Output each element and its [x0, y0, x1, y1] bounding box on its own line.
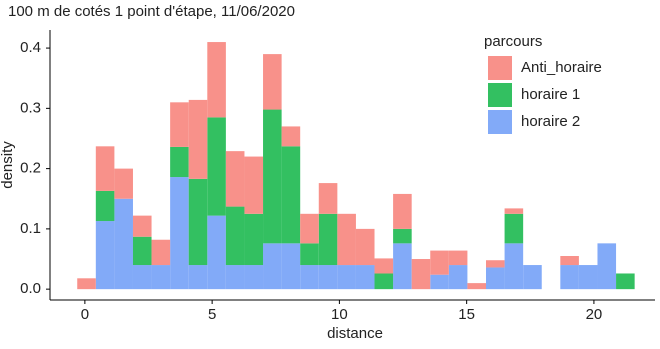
bar: [448, 250, 468, 266]
bar: [393, 228, 412, 244]
y-tick-label: 0.1: [20, 220, 41, 237]
bar: [597, 243, 617, 290]
bar: [263, 109, 282, 244]
bar: [114, 198, 133, 290]
bar: [170, 177, 189, 290]
bar: [244, 213, 264, 266]
bar: [318, 213, 338, 266]
x-tick-label: 20: [586, 306, 603, 323]
x-tick-label: 0: [81, 306, 89, 323]
bar: [448, 265, 468, 290]
legend-label: Anti_horaire: [521, 59, 602, 76]
bar: [504, 243, 524, 290]
bar: [355, 228, 375, 266]
bar: [578, 265, 598, 290]
bar: [95, 146, 115, 191]
bar: [188, 178, 208, 266]
x-tick-label: 5: [208, 306, 216, 323]
bar: [504, 213, 524, 244]
bar: [132, 265, 152, 290]
legend-label: horaire 1: [521, 86, 580, 103]
bar: [132, 215, 152, 237]
legend-swatch: [488, 83, 512, 107]
bar: [560, 256, 579, 266]
bar: [616, 273, 635, 290]
bar: [188, 265, 208, 290]
bar: [170, 102, 189, 147]
bar: [281, 146, 301, 244]
bar: [151, 265, 171, 290]
y-axis-title: density: [0, 141, 16, 189]
legend-swatch: [488, 110, 512, 134]
bar: [225, 206, 245, 266]
bar: [188, 99, 208, 179]
x-tick-label: 10: [331, 306, 348, 323]
bar: [337, 213, 356, 266]
bar: [244, 265, 264, 290]
bar: [411, 259, 431, 290]
x-tick-label: 15: [458, 306, 475, 323]
bar: [430, 274, 449, 290]
bar: [225, 151, 245, 207]
bar: [95, 190, 115, 222]
bar: [337, 265, 356, 290]
bar: [95, 221, 115, 290]
bar: [281, 243, 301, 290]
bar: [114, 168, 133, 199]
legend-label: horaire 2: [521, 113, 580, 130]
bar: [393, 243, 412, 290]
bar: [374, 273, 394, 290]
chart-title: 100 m de cotés 1 point d'étape, 11/06/20…: [8, 3, 295, 20]
y-tick-label: 0.0: [20, 280, 41, 297]
bar: [151, 239, 171, 266]
bar: [523, 265, 542, 290]
bar: [244, 156, 264, 214]
bar: [132, 236, 152, 266]
bar: [281, 126, 301, 147]
bar: [485, 260, 505, 268]
bar: [300, 265, 319, 290]
bar: [355, 265, 375, 290]
y-tick-label: 0.2: [20, 160, 41, 177]
bar: [300, 213, 319, 244]
bar: [207, 215, 226, 290]
y-tick-label: 0.4: [20, 39, 41, 56]
bar: [318, 265, 338, 290]
bar: [170, 146, 189, 178]
bar: [207, 42, 226, 118]
legend-title: parcours: [484, 33, 542, 50]
y-tick-label: 0.3: [20, 99, 41, 116]
bar: [374, 258, 394, 274]
bar: [263, 54, 282, 110]
bar: [393, 193, 412, 229]
bar: [225, 265, 245, 290]
bar: [430, 250, 449, 275]
legend-swatch: [488, 56, 512, 80]
bar: [77, 278, 96, 290]
bar: [560, 265, 579, 290]
bar: [207, 117, 226, 216]
bar: [300, 243, 319, 266]
bar: [504, 208, 524, 214]
bar: [467, 283, 486, 290]
bar: [263, 243, 282, 290]
x-axis-title: distance: [327, 325, 383, 342]
bar: [485, 267, 505, 290]
bar: [318, 183, 338, 214]
